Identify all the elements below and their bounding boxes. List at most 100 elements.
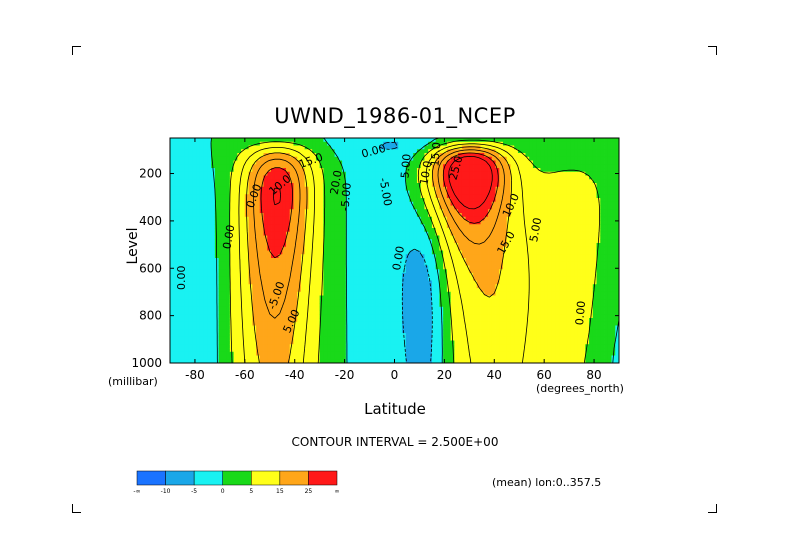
contour-fill-cell (398, 348, 403, 353)
contour-fill-cell (177, 156, 182, 161)
contour-fill-cell (353, 168, 358, 173)
contour-fill-cell (334, 269, 339, 274)
contour-fill-cell (454, 265, 459, 270)
contour-fill-cell (443, 295, 448, 300)
contour-fill-cell (170, 145, 175, 150)
contour-fill-cell (285, 261, 291, 266)
contour-fill-cell (241, 138, 246, 143)
contour-fill-cell (170, 198, 175, 203)
contour-fill-cell (263, 175, 268, 180)
contour-fill-cell (405, 351, 410, 356)
contour-fill-cell (469, 280, 474, 285)
contour-fill-cell (226, 351, 231, 356)
contour-fill-cell (282, 213, 287, 218)
contour-fill-cell (454, 201, 459, 206)
contour-fill-cell (469, 190, 474, 195)
contour-fill-cell (390, 145, 395, 150)
contour-fill-cell (394, 179, 399, 184)
contour-fill-cell (170, 321, 175, 326)
contour-fill-cell (297, 228, 302, 233)
contour-fill-cell (289, 216, 294, 221)
contour-fill-cell (390, 228, 395, 233)
contour-fill-cell (244, 179, 249, 184)
contour-fill-cell (244, 295, 249, 300)
contour-fill-cell (390, 183, 395, 188)
contour-fill-cell (398, 183, 403, 188)
contour-fill-cell (327, 201, 332, 206)
contour-fill-cell (446, 179, 452, 184)
contour-fill-cell (256, 269, 261, 274)
contour-fill-cell (199, 224, 205, 229)
contour-fill-cell (278, 269, 283, 274)
contour-fill-cell (199, 273, 205, 278)
contour-fill-cell (364, 216, 369, 221)
contour-fill-cell (387, 348, 392, 353)
contour-fill-cell (312, 228, 317, 233)
contour-fill-cell (226, 321, 231, 326)
contour-fill-cell (334, 258, 339, 263)
contour-fill-cell (416, 348, 422, 353)
contour-fill-cell (390, 220, 395, 225)
contour-fill-cell (203, 254, 208, 259)
contour-fill-cell (214, 194, 220, 199)
contour-fill-cell (364, 265, 369, 270)
contour-fill-cell (469, 276, 474, 281)
contour-fill-cell (222, 291, 227, 296)
contour-fill-cell (256, 310, 261, 315)
contour-fill-cell (431, 194, 437, 199)
contour-fill-cell (248, 141, 253, 146)
contour-fill-cell (312, 344, 317, 349)
contour-fill-cell (428, 205, 433, 210)
contour-fill-cell (439, 168, 444, 173)
contour-fill-cell (237, 205, 242, 210)
contour-fill-cell (424, 250, 429, 255)
contour-fill-cell (188, 250, 193, 255)
contour-fill-cell (469, 333, 474, 338)
contour-fill-cell (278, 224, 283, 229)
contour-fill-cell (308, 190, 313, 195)
contour-fill-cell (304, 213, 309, 218)
contour-fill-cell (364, 254, 369, 259)
contour-fill-cell (244, 164, 249, 169)
contour-fill-cell (334, 235, 339, 240)
contour-fill-cell (285, 269, 291, 274)
contour-fill-cell (375, 239, 380, 244)
contour-fill-cell (263, 295, 268, 300)
contour-fill-cell (394, 288, 399, 293)
contour-fill-cell (428, 228, 433, 233)
contour-fill-cell (327, 213, 332, 218)
contour-fill-cell (244, 351, 249, 356)
contour-fill-cell (428, 321, 433, 326)
contour-fill-cell (394, 276, 399, 281)
contour-fill-cell (244, 265, 249, 270)
contour-fill-cell (349, 310, 354, 315)
contour-fill-cell (364, 344, 369, 349)
contour-fill-cell (409, 329, 414, 334)
contour-fill-cell (218, 194, 223, 199)
contour-fill-cell (170, 258, 175, 263)
contour-fill-cell (211, 246, 216, 251)
contour-fill-cell (319, 213, 324, 218)
contour-fill-cell (375, 333, 380, 338)
contour-fill-cell (342, 153, 347, 158)
contour-fill-cell (312, 280, 317, 285)
contour-fill-cell (465, 175, 470, 180)
contour-fill-cell (394, 321, 399, 326)
contour-fill-cell (233, 280, 238, 285)
contour-fill-cell (188, 276, 193, 281)
contour-fill-cell (289, 224, 294, 229)
contour-fill-cell (416, 164, 422, 169)
contour-fill-cell (360, 284, 365, 289)
contour-fill-cell (233, 314, 238, 319)
contour-fill-cell (184, 201, 190, 206)
contour-fill-cell (184, 344, 190, 349)
contour-fill-cell (323, 299, 328, 304)
contour-fill-cell (424, 295, 429, 300)
contour-fill-cell (372, 156, 377, 161)
contour-fill-cell (390, 359, 395, 363)
contour-fill-cell (345, 186, 350, 191)
contour-fill-cell (443, 149, 448, 154)
contour-fill-cell (338, 318, 343, 323)
contour-fill-cell (349, 239, 354, 244)
contour-fill-cell (349, 321, 354, 326)
